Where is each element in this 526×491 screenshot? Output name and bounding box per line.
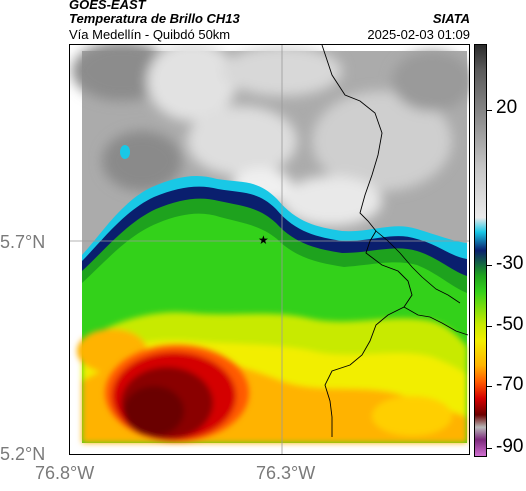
colorbar-label: -70 bbox=[496, 374, 524, 395]
colorbar-tick bbox=[487, 448, 492, 449]
map-title: Temperatura de Brillo CH13 bbox=[69, 11, 240, 26]
boundary-line bbox=[321, 45, 413, 437]
lat-label: 5.7°N bbox=[0, 232, 46, 252]
satellite-map[interactable]: ★ bbox=[69, 44, 470, 455]
colorbar-tick bbox=[487, 110, 492, 111]
product-label: GOES-EAST bbox=[69, 0, 146, 12]
colorbar-label: 20 bbox=[496, 97, 518, 118]
colorbar-label: -50 bbox=[496, 314, 524, 335]
lat-label: 5.2°N bbox=[0, 444, 46, 464]
lon-label: 76.3°W bbox=[256, 463, 316, 483]
brightness-temperature-field: ★ bbox=[70, 45, 469, 454]
colorbar-tick bbox=[487, 265, 492, 266]
datetime-label: 2025-02-03 01:09 bbox=[367, 27, 470, 42]
lon-label: 76.8°W bbox=[35, 463, 95, 483]
boundary-line-tertiary bbox=[403, 306, 469, 336]
star-marker: ★ bbox=[258, 233, 269, 247]
colorbar-label: -90 bbox=[496, 436, 524, 457]
colorbar-label: -30 bbox=[496, 253, 524, 274]
boundary-line-secondary bbox=[375, 230, 461, 304]
colorbar-tick bbox=[487, 326, 492, 327]
colorbar-tick bbox=[487, 386, 492, 387]
map-subtitle: Vía Medellín - Quibdó 50km bbox=[69, 27, 231, 42]
organization-label: SIATA bbox=[432, 11, 470, 26]
colorbar bbox=[474, 44, 487, 457]
small-cold-cell bbox=[120, 145, 130, 159]
